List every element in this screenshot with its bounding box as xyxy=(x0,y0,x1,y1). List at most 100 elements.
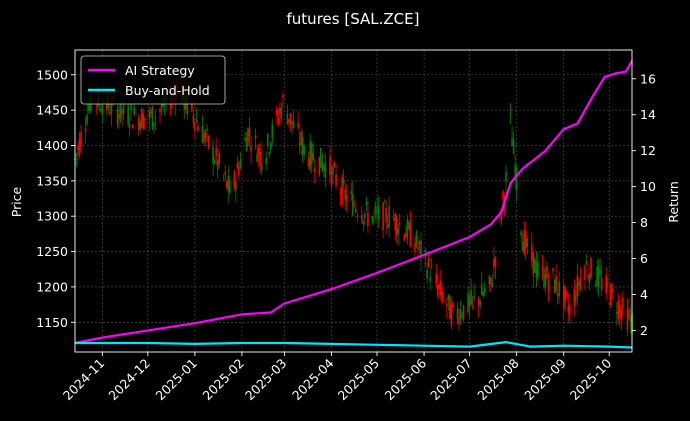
candle-body xyxy=(351,193,354,215)
series-line-buy-and-hold xyxy=(75,341,633,349)
candle-body xyxy=(415,231,418,246)
candle-body xyxy=(512,140,515,154)
candle-body xyxy=(236,162,239,169)
candle-body xyxy=(341,177,343,204)
candle-body xyxy=(477,297,480,307)
candle-body xyxy=(514,164,516,181)
y-tick-label-left: 1500 xyxy=(36,67,68,82)
candle-body xyxy=(75,153,78,156)
candle-body xyxy=(195,118,198,122)
candle-body xyxy=(620,309,623,320)
y-tick-label-left: 1350 xyxy=(36,173,68,188)
candle-body xyxy=(418,241,421,245)
candle-body xyxy=(148,110,151,119)
candle-body xyxy=(361,215,363,222)
y-tick-label-right: 10 xyxy=(640,179,656,194)
candle-body xyxy=(318,156,321,175)
candle-body xyxy=(532,252,535,276)
y-tick-label-left: 1150 xyxy=(36,315,68,330)
candle-body xyxy=(289,113,292,125)
candle-body xyxy=(119,98,122,119)
candle-body xyxy=(535,261,538,279)
candle-body xyxy=(600,277,603,290)
candle-body xyxy=(339,190,342,195)
candle-body xyxy=(480,283,483,296)
candle-body xyxy=(150,111,152,114)
candle-body xyxy=(330,166,333,186)
candle-body xyxy=(491,283,494,287)
candle-body xyxy=(282,95,284,98)
candle-body xyxy=(386,224,389,228)
candle-body xyxy=(584,266,586,280)
candle-body xyxy=(406,219,409,240)
y-tick-label-right: 6 xyxy=(640,251,648,266)
candle-body xyxy=(479,301,482,305)
candle-body xyxy=(483,288,486,294)
candle-body xyxy=(562,284,565,310)
legend: AI Strategy Buy-and-Hold xyxy=(80,55,226,105)
candle-body xyxy=(133,106,135,115)
candle-body xyxy=(353,204,356,206)
candle-body xyxy=(392,218,395,220)
candle-body xyxy=(254,135,257,139)
candle-body xyxy=(397,228,400,235)
candle-body xyxy=(259,151,261,165)
candle-body xyxy=(310,143,313,164)
y-tick-label-left: 1200 xyxy=(36,279,68,294)
candle-body xyxy=(204,131,207,139)
candle-body xyxy=(291,121,293,125)
candle-body xyxy=(354,208,357,212)
candle-body xyxy=(409,221,412,247)
candle-body xyxy=(362,221,365,225)
candle-body xyxy=(468,298,471,306)
candle-body xyxy=(244,138,246,141)
candle-body xyxy=(488,275,491,285)
candle-body xyxy=(435,273,438,284)
candle-body xyxy=(524,230,527,249)
candle-body xyxy=(159,108,161,112)
candle-body xyxy=(256,153,258,162)
candle-body xyxy=(309,141,312,170)
candle-body xyxy=(537,262,539,278)
candle-body xyxy=(298,142,301,145)
candle-body xyxy=(619,304,621,316)
candle-body xyxy=(505,171,507,182)
candle-body xyxy=(382,202,384,231)
candle-body xyxy=(471,297,474,299)
candle-body xyxy=(552,268,554,272)
candle-body xyxy=(490,277,492,285)
candle-body xyxy=(606,282,609,285)
candle-body xyxy=(449,296,451,319)
y-tick-label-left: 1450 xyxy=(36,103,68,118)
candle-body xyxy=(587,274,589,278)
candle-body xyxy=(616,312,618,314)
candle-body xyxy=(292,120,295,129)
y-tick-label-left: 1400 xyxy=(36,138,68,153)
candle-body xyxy=(77,145,79,151)
candle-body xyxy=(578,281,580,286)
candle-body xyxy=(376,209,378,215)
candle-body xyxy=(137,117,140,130)
candle-body xyxy=(266,134,269,146)
y-tick-label-right: 8 xyxy=(640,215,648,230)
candle-body xyxy=(575,294,577,302)
candle-body xyxy=(279,108,281,114)
candle-body xyxy=(546,266,548,279)
candle-body xyxy=(573,288,576,307)
candle-body xyxy=(297,122,299,128)
candle-body xyxy=(626,308,629,331)
candle-body xyxy=(203,134,205,142)
candle-body xyxy=(110,99,113,114)
candle-body xyxy=(320,147,322,168)
candle-body xyxy=(458,317,460,325)
candle-body xyxy=(543,268,545,288)
candle-body xyxy=(329,156,331,175)
candle-body xyxy=(225,181,228,188)
candle-body xyxy=(222,175,225,177)
candle-body xyxy=(511,138,513,147)
candle-body xyxy=(544,274,547,287)
candle-body xyxy=(212,147,214,164)
chart-title: futures [SAL.ZCE] xyxy=(287,10,420,28)
candle-body xyxy=(482,292,485,297)
candle-body xyxy=(500,213,503,221)
